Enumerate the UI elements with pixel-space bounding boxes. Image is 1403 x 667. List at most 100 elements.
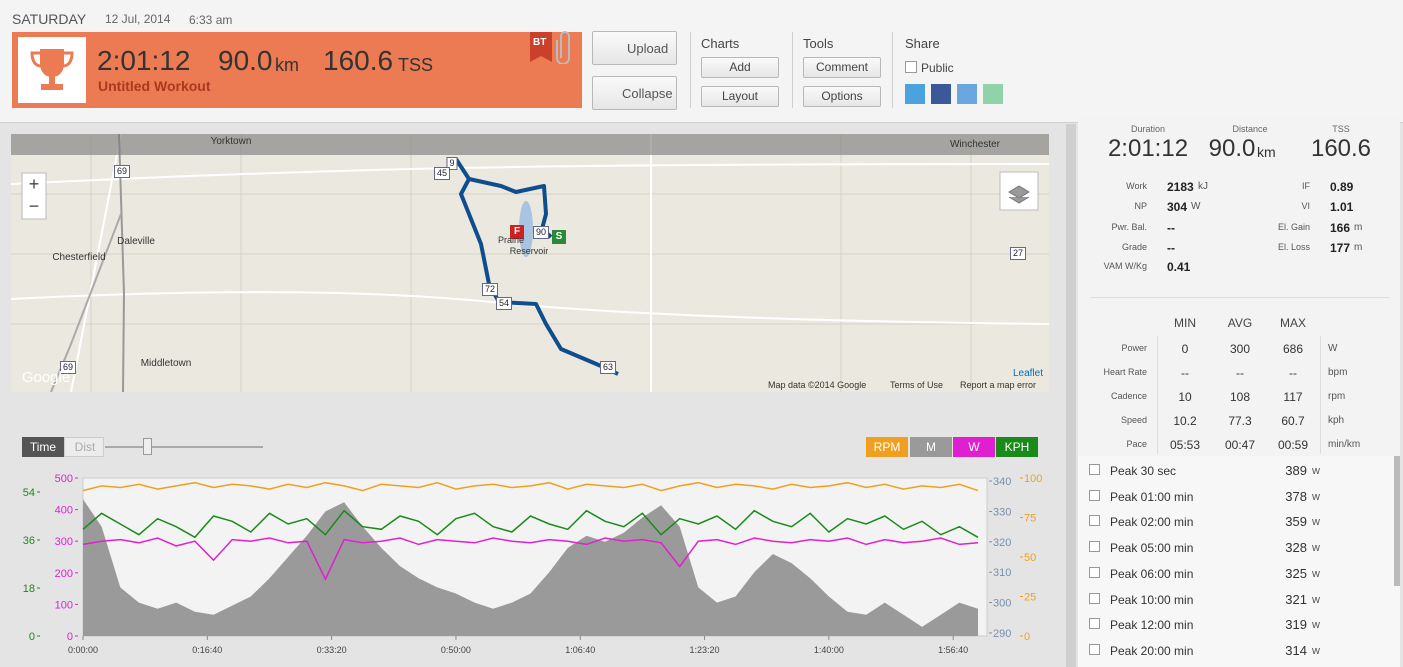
peaks-scrollbar[interactable]: [1394, 456, 1400, 586]
options-button[interactable]: [803, 86, 881, 107]
button-label[interactable]: Options: [821, 89, 863, 103]
menu-heading: Charts: [701, 36, 740, 51]
metric-label: VAM W/Kg: [1103, 261, 1147, 271]
start-marker: S: [555, 231, 563, 242]
zoom-out[interactable]: −: [28, 196, 40, 216]
road-shield: 72: [481, 283, 499, 296]
metric-label: Pwr. Bal.: [1111, 222, 1147, 232]
series-line: [82, 537, 979, 581]
scrollbar[interactable]: [1066, 124, 1076, 667]
y-tick-label: 300: [993, 598, 1011, 610]
peak-checkbox[interactable]: [1089, 592, 1100, 604]
y-tick-label: 330: [993, 506, 1011, 518]
y-tick-label: 50: [1024, 552, 1036, 564]
day: SATURDAY: [12, 11, 87, 27]
paperclip-icon: [556, 31, 570, 64]
twitter-button[interactable]: [905, 84, 925, 104]
button-label[interactable]: Add: [729, 60, 751, 74]
peak-checkbox[interactable]: [1089, 489, 1100, 501]
peak-checkbox[interactable]: [1089, 643, 1100, 655]
zoom-in[interactable]: +: [28, 174, 40, 194]
map: [11, 134, 1049, 392]
peak-unit: w: [1312, 465, 1320, 477]
legend-button[interactable]: [910, 437, 952, 457]
metric-value: 0.41: [1167, 260, 1191, 274]
time: 6:33 am: [189, 13, 233, 27]
peak-checkbox[interactable]: [1089, 515, 1100, 527]
link-button[interactable]: [957, 84, 977, 104]
terms-link[interactable]: Terms of Use: [890, 380, 944, 390]
metric-value: --: [1167, 221, 1175, 235]
upload-label[interactable]: Upload: [627, 41, 669, 56]
button-label[interactable]: Comment: [815, 60, 869, 74]
legend-label: M: [926, 440, 936, 454]
facebook-button[interactable]: [931, 84, 951, 104]
cell: 686: [1282, 342, 1304, 356]
y-tick-label: 200: [55, 568, 73, 580]
peak-checkbox[interactable]: [1089, 464, 1100, 475]
cell: --: [1181, 366, 1189, 380]
public-label[interactable]: Public: [921, 61, 954, 75]
date: 12 Jul, 2014: [105, 12, 171, 26]
x-tick-label: 0:33:20: [317, 645, 347, 655]
legend-button[interactable]: [866, 437, 908, 457]
metric-label: NP: [1134, 201, 1147, 211]
tss-unit: TSS: [398, 55, 434, 75]
y-tick-label: 36: [23, 535, 35, 547]
email-button[interactable]: [983, 84, 1003, 104]
leaflet-link[interactable]: Leaflet: [1012, 368, 1043, 379]
peak-value: 319: [1285, 617, 1307, 633]
stat-label: Duration: [1130, 124, 1166, 134]
legend-button[interactable]: [953, 437, 995, 457]
unit: kph: [1328, 415, 1345, 426]
menu-heading: Tools: [803, 36, 834, 51]
place-label: Daleville: [117, 236, 155, 247]
workout-banner: [12, 32, 582, 108]
dist-toggle[interactable]: [64, 437, 104, 457]
row-label: Speed: [1120, 415, 1147, 425]
time-toggle[interactable]: [22, 437, 64, 457]
comment-button[interactable]: [803, 57, 881, 78]
layout-button[interactable]: [701, 86, 779, 107]
x-tick-label: 1:40:00: [814, 645, 844, 655]
add-button[interactable]: [701, 57, 779, 78]
collapse-label[interactable]: Collapse: [622, 86, 673, 101]
y-tick-label: 400: [55, 505, 73, 517]
tss: 160.6: [323, 45, 394, 76]
column-header: MIN: [1174, 316, 1196, 330]
collapse-button[interactable]: [592, 76, 677, 110]
place-label: Prairie: [497, 235, 525, 245]
peak-label: Peak 02:00 min: [1110, 515, 1194, 530]
place-label: Winchester: [949, 139, 1001, 150]
x-tick-label: 1:06:40: [565, 645, 595, 655]
time-label[interactable]: Time: [29, 440, 57, 454]
peak-value: 328: [1285, 540, 1307, 556]
button-label[interactable]: Layout: [721, 89, 759, 103]
peak-value: 378: [1285, 488, 1307, 504]
dist-label[interactable]: Dist: [74, 440, 96, 454]
trophy-icon: [30, 49, 74, 90]
place-label: Chesterfield: [52, 252, 106, 263]
stat-value: 2:01:12: [1107, 135, 1189, 162]
peak-checkbox[interactable]: [1089, 541, 1100, 553]
legend-label: KPH: [1005, 440, 1030, 454]
y-tick-label: 100: [55, 599, 73, 611]
cell: 108: [1229, 390, 1251, 404]
separator: [1090, 297, 1390, 298]
peak-label: Peak 12:00 min: [1110, 618, 1194, 633]
y-tick-label: 500: [55, 473, 73, 485]
slider-knob[interactable]: [143, 438, 152, 455]
upload-button[interactable]: [592, 31, 677, 65]
cell: 05:53: [1169, 438, 1201, 452]
report-link[interactable]: Report a map error: [960, 380, 1037, 390]
peak-checkbox[interactable]: [1089, 566, 1100, 578]
x-tick-label: 0:50:00: [441, 645, 471, 655]
finish-marker: F: [513, 226, 521, 237]
road-shield: 69: [113, 165, 131, 178]
peak-checkbox[interactable]: [1089, 618, 1100, 630]
legend-button[interactable]: [996, 437, 1038, 457]
road-shield: 90: [532, 226, 550, 239]
public-checkbox[interactable]: [905, 61, 917, 73]
